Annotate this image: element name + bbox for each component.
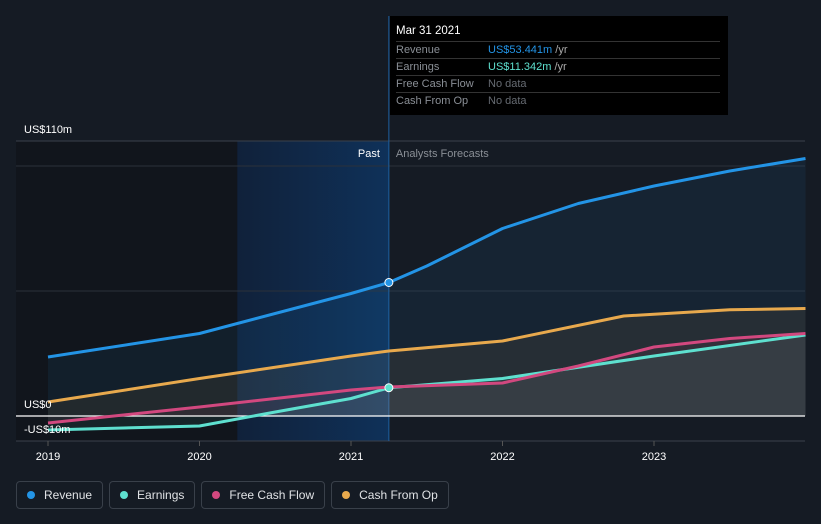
- area-earnings: [48, 335, 806, 430]
- legend: Revenue Earnings Free Cash Flow Cash From O…: [16, 481, 449, 509]
- tooltip-row: Revenue US$53.441m /yr: [396, 41, 720, 59]
- forecast-label: Analysts Forecasts: [396, 148, 489, 160]
- line-revenue: [47, 157, 806, 359]
- tooltip-row: Earnings US$11.342m /yr: [396, 58, 720, 76]
- tooltip-label: Earnings: [396, 61, 440, 73]
- y-label-top: US$110m: [24, 124, 72, 136]
- area-cash-from-op: [48, 308, 806, 416]
- x-tick-label: 2019: [36, 451, 60, 463]
- tooltip: Mar 31 2021 Revenue US$53.441m /yr Earning…: [390, 16, 728, 115]
- tooltip-value: US$53.441m /yr: [488, 44, 568, 56]
- tooltip-label: Cash From Op: [396, 95, 469, 107]
- marker-revenue[interactable]: [384, 278, 394, 287]
- tooltip-label: Free Cash Flow: [396, 78, 474, 90]
- tooltip-value: US$11.342m /yr: [488, 61, 567, 73]
- legend-item-free-cash-flow[interactable]: Free Cash Flow: [201, 481, 326, 509]
- tooltip-value: No data: [488, 78, 527, 90]
- x-tick-label: 2021: [339, 451, 363, 463]
- chart: US$110m US$0 -US$10m 2019 2020 2021 2022 2023 Pa…: [16, 16, 806, 463]
- tooltip-row: Cash From Op No data: [396, 92, 720, 110]
- y-label-bottom: -US$10m: [24, 424, 70, 436]
- past-label: Past: [358, 148, 380, 160]
- area-revenue: [48, 158, 806, 416]
- legend-label: Earnings: [137, 488, 185, 502]
- tooltip-value: No data: [488, 95, 527, 107]
- marker-earnings[interactable]: [384, 383, 394, 393]
- legend-label: Revenue: [44, 488, 93, 502]
- line-cash-from-op: [47, 307, 806, 404]
- legend-dot-icon: [120, 491, 129, 499]
- line-earnings: [47, 333, 806, 432]
- legend-item-revenue[interactable]: Revenue: [16, 481, 104, 509]
- legend-dot-icon: [27, 491, 35, 499]
- legend-dot-icon: [342, 491, 351, 499]
- x-tick-label: 2022: [490, 451, 514, 463]
- tooltip-row: Free Cash Flow No data: [396, 75, 720, 93]
- line-free-cash-flow: [47, 332, 806, 425]
- area-free-cash-flow: [48, 333, 806, 423]
- legend-item-cash-from-op[interactable]: Cash From Op: [331, 481, 449, 509]
- tooltip-date: Mar 31 2021: [396, 25, 461, 37]
- legend-label: Cash From Op: [359, 488, 438, 502]
- x-tick-label: 2020: [187, 451, 211, 463]
- tooltip-label: Revenue: [396, 44, 441, 56]
- x-tick-label: 2023: [642, 451, 666, 463]
- legend-label: Free Cash Flow: [229, 488, 315, 502]
- legend-item-earnings[interactable]: Earnings: [109, 481, 196, 509]
- y-label-zero: US$0: [24, 399, 52, 411]
- legend-dot-icon: [212, 491, 221, 499]
